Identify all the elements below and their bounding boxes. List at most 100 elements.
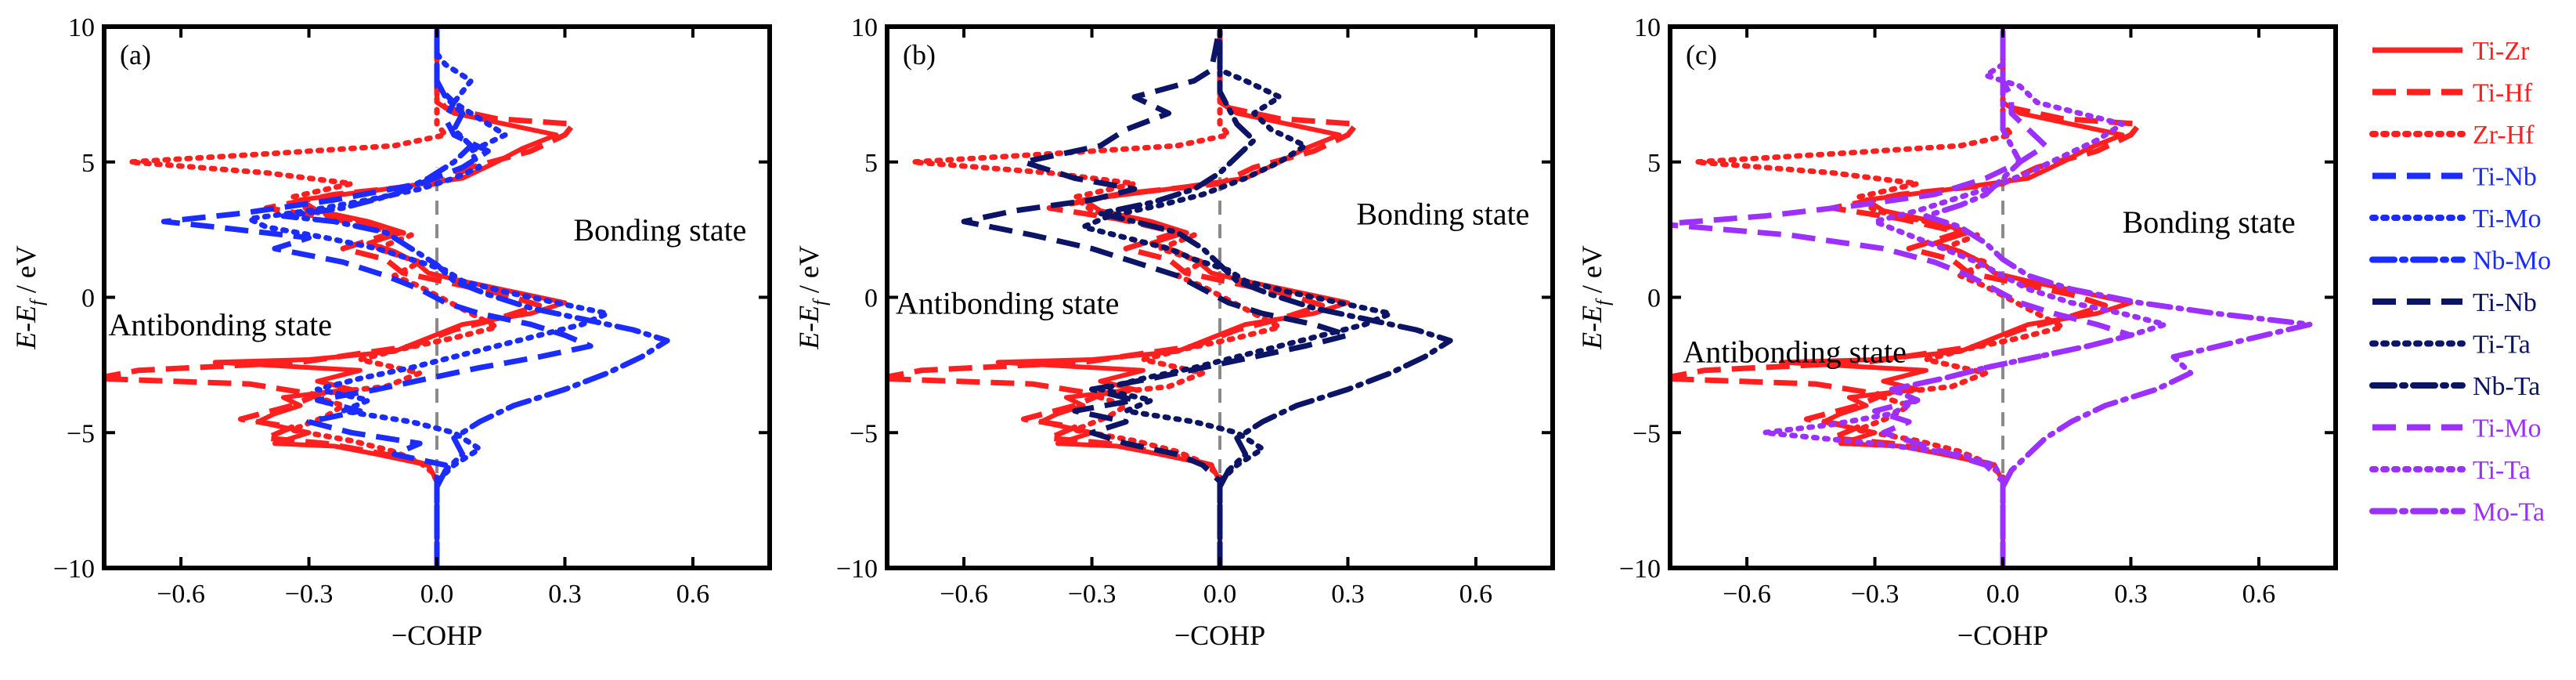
series-line-ti-hf [104,27,576,568]
annotation-bonding-state: Bonding state [1356,196,1529,231]
series-line-ti-zr [212,27,568,568]
annotation-bonding-state: Bonding state [2123,204,2296,240]
annotation-bonding-state: Bonding state [573,212,746,248]
y-tick-label: −10 [836,555,878,584]
y-axis-label-main: E-E [1576,306,1607,350]
x-tick-label: 0.3 [2114,580,2148,609]
x-tick-label: 0.6 [676,580,710,609]
legend-label: Ti-Ta [2473,456,2531,485]
y-tick-label: 0 [864,284,878,313]
legend-item: Ti-Nb [2372,288,2537,317]
series-line-ti-nb [161,27,593,568]
annotation-antibonding-state: Antibonding state [108,307,332,342]
x-tick-label: −0.6 [1723,580,1771,609]
legend-item: Ti-Mo [2372,414,2542,443]
series-line-ti-ta [1081,27,1394,568]
series-group [1670,27,2313,568]
series-line-ti-ta [1761,27,2168,568]
series-group [104,27,670,568]
y-axis-label-unit: / eV [10,245,41,300]
legend-item: Ti-Hf [2372,79,2533,108]
x-tick-label: −0.6 [157,580,205,609]
x-axis-label: −COHP [1174,620,1265,651]
y-axis-label: E-Ef / eV [793,245,831,350]
y-axis-label-main: E-E [10,306,41,350]
series-line-mo-ta [1923,27,2313,568]
legend-label: Ti-Mo [2473,414,2542,443]
x-tick-label: −0.6 [940,580,988,609]
legend-label: Zr-Hf [2473,121,2535,150]
legend-label: Ti-Nb [2473,163,2537,192]
series-line-ti-mo [1670,27,2134,568]
panel-label-c: (c) [1686,39,1717,71]
legend-label: Mo-Ta [2473,498,2545,527]
series-line-ti-nb [961,27,1351,568]
y-tick-label: −10 [1619,555,1661,584]
y-tick-label: −5 [850,419,878,448]
x-tick-label: −0.3 [1068,580,1117,609]
y-tick-label: 5 [81,149,95,178]
x-tick-label: 0.3 [548,580,582,609]
legend-item: Mo-Ta [2369,498,2545,527]
y-axis-label-subscript: f [810,298,831,306]
y-axis-label-main: E-E [793,306,824,350]
legend-label: Ti-Nb [2473,288,2537,317]
legend-label: Ti-Mo [2473,204,2542,233]
legend-item: Ti-Zr [2372,37,2530,66]
x-axis-label: −COHP [391,620,482,651]
y-tick-label: −10 [53,555,95,584]
x-tick-label: 0.6 [1459,580,1493,609]
x-tick-label: 0.6 [2242,580,2276,609]
x-tick-label: 0.0 [420,580,454,609]
legend-item: Nb-Ta [2369,372,2540,401]
legend-item: Ti-Ta [2369,331,2531,360]
y-tick-label: 10 [1634,13,1661,42]
legend-label: Ti-Ta [2473,331,2531,360]
legend: Ti-Zr Ti-Hf Zr-Hf Ti-Nb Ti-Mo Nb-Mo Ti-Nb Ti-Ta… [2369,37,2551,527]
x-axis-label: −COHP [1957,620,2048,651]
y-tick-label: 5 [1647,149,1661,178]
legend-label: Nb-Ta [2473,372,2540,401]
series-line-nb-ta [1097,27,1453,568]
series-line-ti-mo [246,27,611,568]
y-axis-label-unit: / eV [793,245,824,300]
panel-label-a: (a) [120,39,151,71]
y-axis-label: E-Ef / eV [1576,245,1614,350]
legend-label: Nb-Mo [2473,247,2551,276]
y-axis-label: E-Ef / eV [10,245,48,350]
series-group [887,27,1453,568]
legend-label: Ti-Hf [2473,79,2533,108]
legend-item: Ti-Mo [2369,204,2542,233]
legend-item: Ti-Ta [2369,456,2531,485]
y-axis-label-subscript: f [27,298,48,306]
legend-item: Ti-Nb [2372,163,2537,192]
panel-a: −0.6 −0.3 0.0 0.3 0.6 −10 −5 0 5 10 (a) Bonding sta… [10,13,772,651]
y-tick-label: 10 [851,13,878,42]
x-tick-label: 0.3 [1331,580,1365,609]
series-line-ti-zr [1778,27,2134,568]
x-tick-label: 0.0 [1203,580,1237,609]
annotation-antibonding-state: Antibonding state [896,285,1120,320]
legend-item: Nb-Mo [2369,247,2551,276]
series-line-ti-hf [887,27,1359,568]
x-tick-label: −0.3 [285,580,334,609]
annotation-antibonding-state: Antibonding state [1683,335,1907,370]
y-axis-label-subscript: f [1593,298,1614,306]
y-tick-label: −5 [67,419,95,448]
y-tick-label: 0 [81,284,95,313]
panel-label-b: (b) [903,39,936,71]
x-tick-label: 0.0 [1986,580,2020,609]
legend-label: Ti-Zr [2473,37,2530,66]
y-tick-label: 0 [1647,284,1661,313]
legend-item: Zr-Hf [2369,121,2535,150]
series-line-zr-hf [1693,27,2065,568]
y-tick-label: 10 [68,13,95,42]
series-line-nb-mo [280,27,670,568]
y-axis-label-unit: / eV [1576,245,1607,300]
series-line-ti-hf [1670,27,2142,568]
x-tick-label: −0.3 [1851,580,1900,609]
y-tick-label: 5 [864,149,878,178]
panel-b: −0.6 −0.3 0.0 0.3 0.6 −10 −5 0 5 10 (b) Bonding sta… [793,13,1555,651]
y-tick-label: −5 [1633,419,1661,448]
